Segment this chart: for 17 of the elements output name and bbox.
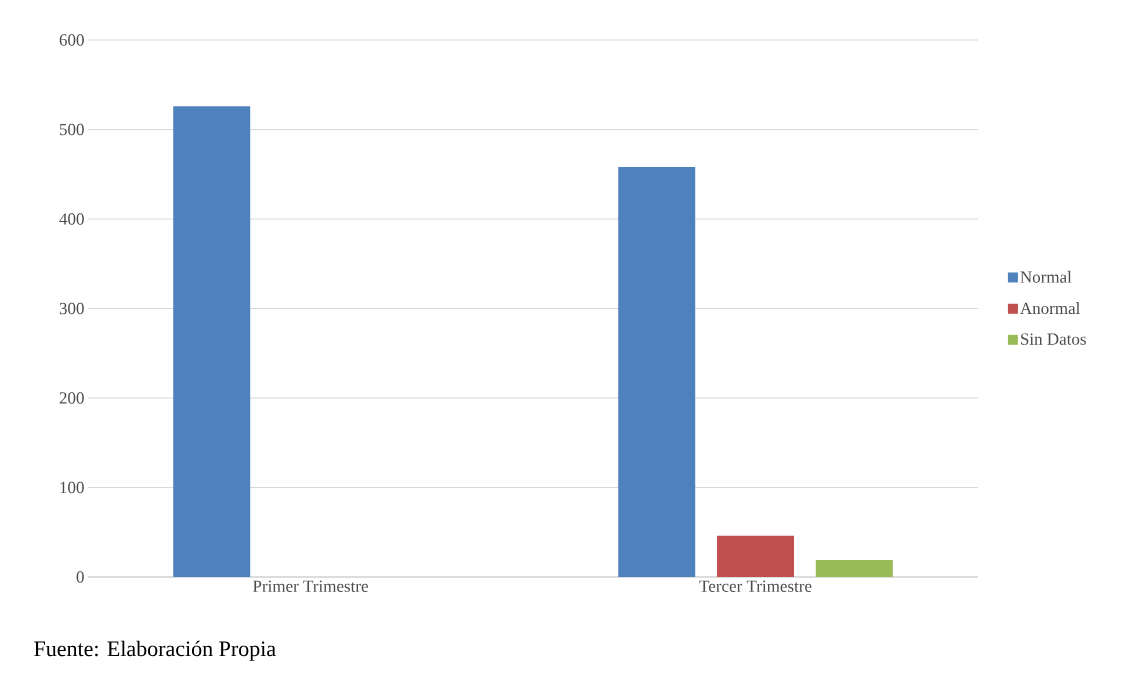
legend-label: Sin Datos: [1021, 333, 1086, 345]
legend-label: Anormal: [1020, 302, 1080, 315]
legend-label: Normal: [1020, 270, 1072, 283]
y-tick-label: 100: [60, 481, 84, 494]
x-tick-label: Primer Trimestre: [252, 580, 368, 592]
bar: [173, 106, 251, 577]
bar: [717, 535, 794, 577]
y-tick-label: 200: [59, 392, 84, 404]
y-tick-label: 500: [59, 123, 84, 136]
y-tick-label: 300: [59, 302, 84, 315]
y-tick-label: 0: [76, 571, 84, 583]
bar: [815, 559, 893, 577]
y-tick-label: 400: [59, 213, 84, 225]
y-tick-label: 600: [59, 34, 84, 46]
x-tick-label: Tercer Trimestre: [699, 580, 812, 592]
bar: [618, 167, 696, 577]
source-note: Fuente: Elaboración Propia: [34, 640, 276, 661]
